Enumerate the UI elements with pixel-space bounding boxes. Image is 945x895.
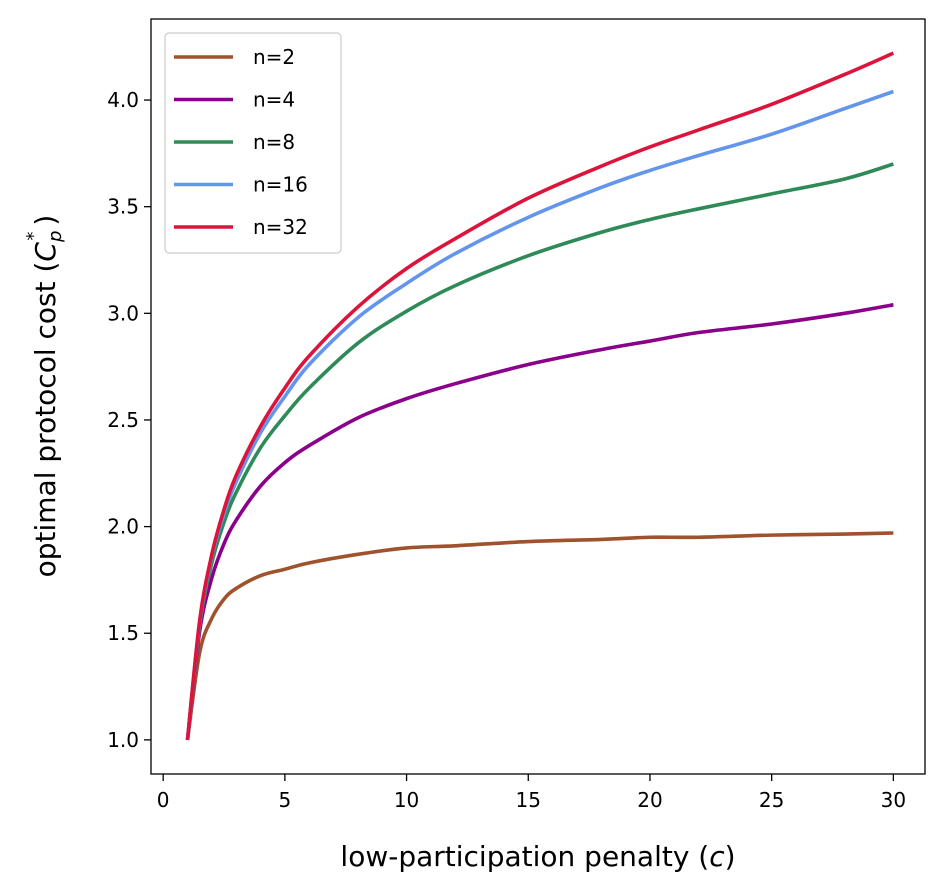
y-tick-label: 2.5 [107,408,139,432]
x-axis-title: low-participation penalty (c) [340,840,735,873]
x-tick-label: 0 [157,788,170,812]
y-axis-title-superscript: * [23,232,44,241]
series-line-n-2 [185,531,894,741]
series-line-n-8 [185,162,894,741]
y-tick-label: 1.5 [107,621,139,645]
legend-label: n=8 [253,130,295,154]
y-axis-title-close: ) [29,215,62,226]
legend-label: n=16 [253,173,308,197]
y-tick-label: 3.5 [107,195,139,219]
legend-label: n=4 [253,88,295,112]
x-axis-ticks: 0 5 10 15 20 25 30 [157,774,906,812]
legend-label: n=2 [253,45,295,69]
y-tick-label: 4.0 [107,88,139,112]
y-tick-label: 1.0 [107,728,139,752]
y-axis-title-subscript: p [45,231,66,243]
y-axis-title-variable: C [29,242,62,262]
y-tick-label: 3.0 [107,301,139,325]
y-tick-label: 2.0 [107,515,139,539]
y-axis-title-text: optimal protocol cost ( [29,262,62,578]
x-tick-label: 20 [637,788,662,812]
x-axis-title-close: ) [725,840,736,873]
legend: n=2 n=4 n=8 n=16 n=32 [164,32,342,254]
x-tick-label: 30 [881,788,906,812]
x-tick-label: 25 [759,788,784,812]
x-tick-label: 15 [516,788,541,812]
series-line-n-32 [185,51,895,741]
x-axis-title-variable: c [709,840,725,873]
x-axis-title-text: low-participation penalty ( [340,840,709,873]
legend-label: n=32 [253,215,308,239]
y-axis-title: optimal protocol cost (Cp*) [23,215,66,578]
series-layer [185,51,895,741]
legend-frame [164,32,342,254]
y-axis-ticks: 1.0 1.5 2.0 2.5 3.0 3.5 4.0 [107,88,151,752]
x-tick-label: 5 [279,788,292,812]
x-tick-label: 10 [394,788,419,812]
series-line-n-4 [185,303,894,741]
plot-area-frame [150,18,926,775]
